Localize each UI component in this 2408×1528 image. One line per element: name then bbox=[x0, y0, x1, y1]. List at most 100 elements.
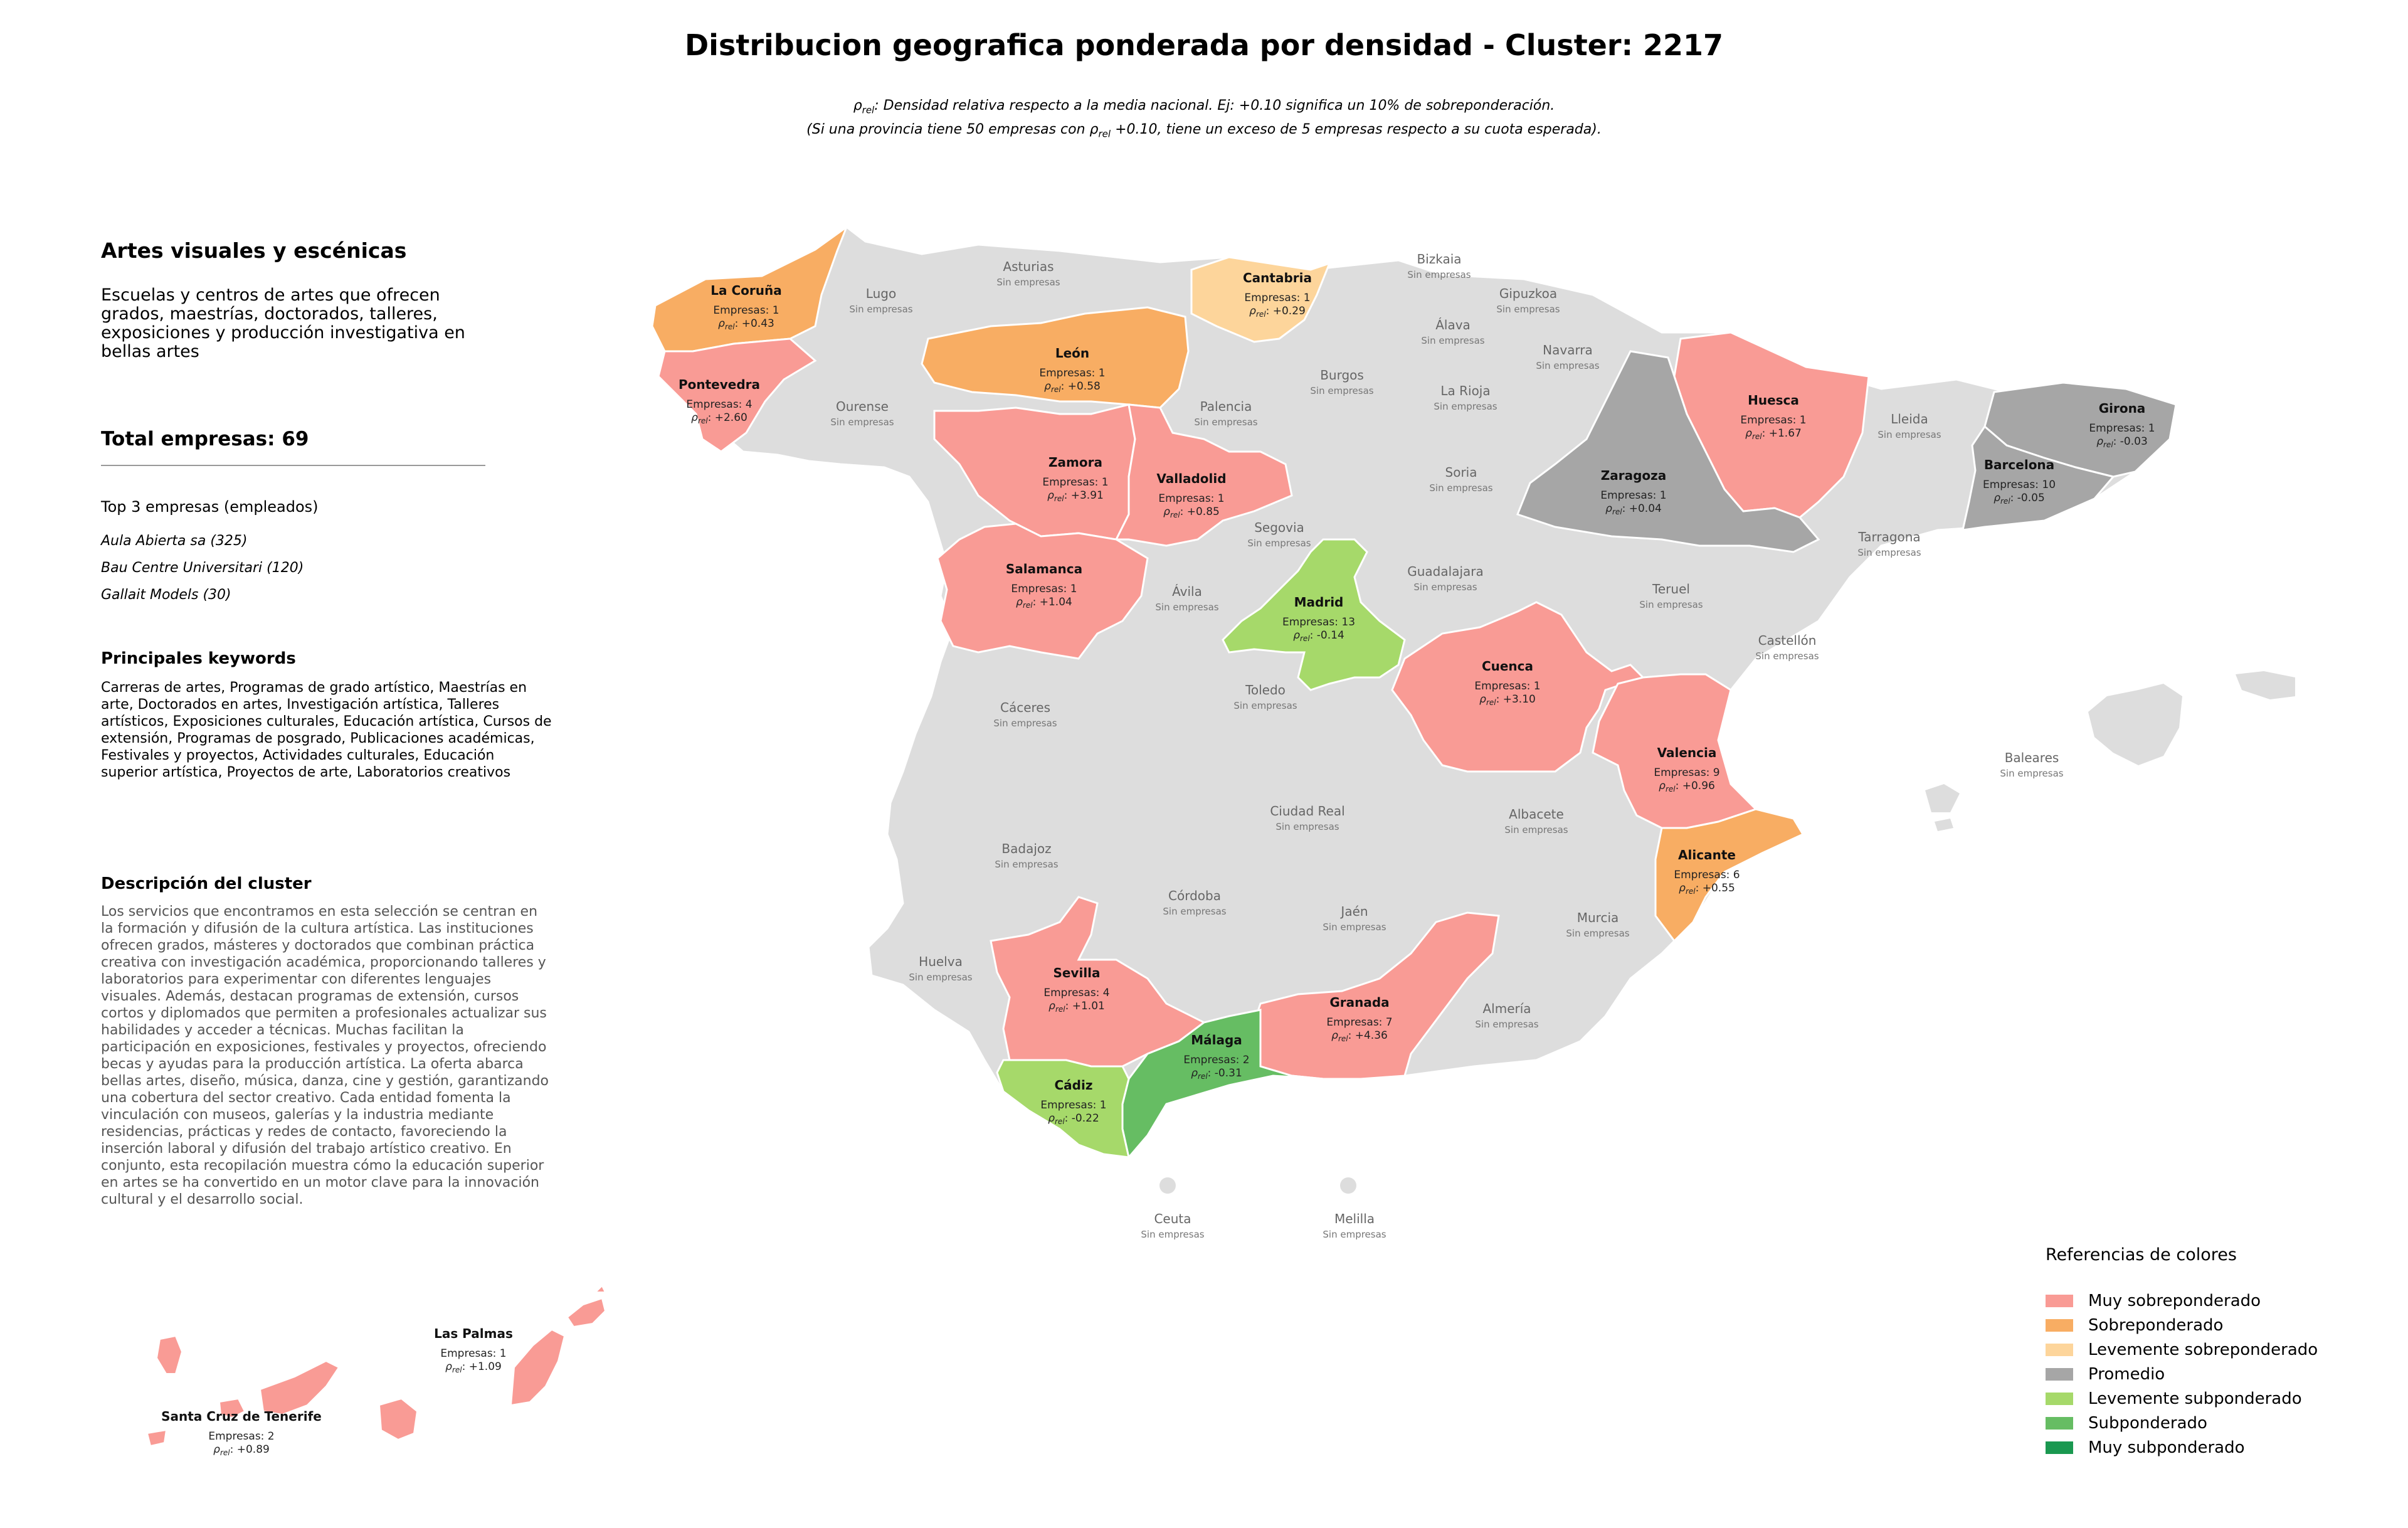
category-title: Artes visuales y escénicas bbox=[101, 238, 407, 263]
province-data-name: Salamanca bbox=[1006, 561, 1082, 576]
legend-item: Levemente sobreponderado bbox=[2046, 1337, 2318, 1362]
legend-swatch bbox=[2046, 1416, 2073, 1430]
province-zaragoza[interactable] bbox=[1516, 350, 1820, 553]
province-empresas: Empresas: 1 bbox=[1600, 489, 1666, 502]
no-companies-label: Sin empresas bbox=[1310, 385, 1373, 396]
no-companies-label: Sin empresas bbox=[1323, 921, 1386, 933]
province-label: Córdoba bbox=[1168, 888, 1221, 903]
canary-islands bbox=[146, 1285, 606, 1447]
province-rho-value: : -0.14 bbox=[1310, 629, 1344, 642]
no-companies-label: Sin empresas bbox=[1496, 304, 1560, 315]
province-data-name: Valladolid bbox=[1156, 471, 1226, 486]
no-companies-label: Sin empresas bbox=[1141, 1229, 1204, 1240]
legend-label: Levemente sobreponderado bbox=[2088, 1340, 2318, 1359]
no-companies-label: Sin empresas bbox=[1247, 538, 1311, 549]
no-companies-label: Sin empresas bbox=[1163, 906, 1226, 917]
no-companies-label: Sin empresas bbox=[993, 718, 1057, 729]
province-label: Melilla bbox=[1334, 1211, 1375, 1226]
province-salamanca[interactable] bbox=[936, 523, 1149, 660]
province-las-palmas[interactable] bbox=[378, 1285, 606, 1441]
no-data-labels: Asturias Sin empresas Lugo Sin empresas Oure… bbox=[830, 252, 2063, 1240]
province-empresas: Empresas: 1 bbox=[1158, 492, 1224, 505]
province-data-name: Pontevedra bbox=[679, 377, 760, 392]
highlighted-provinces bbox=[651, 224, 2177, 1160]
province-label: Teruel bbox=[1652, 581, 1690, 597]
province-rho-value: : +0.55 bbox=[1696, 882, 1735, 894]
province-data-name: La Coruña bbox=[710, 283, 781, 298]
province-rho-value: : +3.91 bbox=[1064, 489, 1104, 502]
top3-item-1: Aula Abierta sa (325) bbox=[101, 533, 248, 549]
province-rho: ρrel: +1.09 bbox=[445, 1361, 502, 1374]
province-madrid[interactable] bbox=[1222, 538, 1406, 691]
province-label: Tarragona bbox=[1857, 529, 1920, 544]
province-rho-value: : +0.85 bbox=[1180, 506, 1220, 518]
category-description: Escuelas y centros de artes que ofrecen … bbox=[101, 285, 465, 361]
legend-item: Levemente subponderado bbox=[2046, 1386, 2318, 1411]
map-subtitle: ρrel: Densidad relativa respecto a la me… bbox=[0, 96, 2408, 144]
province-label: Álava bbox=[1435, 317, 1471, 332]
province-rho-value: : +3.10 bbox=[1496, 693, 1536, 706]
no-companies-label: Sin empresas bbox=[1413, 581, 1477, 593]
province-cantabria[interactable] bbox=[1190, 256, 1331, 343]
no-companies-label: Sin empresas bbox=[1857, 547, 1921, 558]
province-barcelona[interactable] bbox=[1962, 425, 2115, 531]
legend-item: Sobreponderado bbox=[2046, 1313, 2318, 1337]
legend-swatch bbox=[2046, 1318, 2073, 1332]
province-rho-value: : +1.67 bbox=[1762, 427, 1802, 440]
province-empresas: Empresas: 1 bbox=[1244, 292, 1310, 304]
top3-list: Aula Abierta sa (325) Bau Centre Univers… bbox=[101, 533, 304, 614]
no-companies-label: Sin empresas bbox=[2000, 768, 2063, 779]
no-companies-label: Sin empresas bbox=[1275, 821, 1339, 832]
province-rho-value: : +0.89 bbox=[230, 1443, 270, 1456]
no-companies-label: Sin empresas bbox=[830, 416, 894, 428]
province-label: Navarra bbox=[1543, 342, 1593, 358]
no-companies-label: Sin empresas bbox=[909, 972, 972, 983]
province-data-name: Valencia bbox=[1657, 745, 1717, 760]
legend-swatch bbox=[2046, 1343, 2073, 1356]
menorca-base bbox=[2236, 671, 2295, 699]
panel-divider bbox=[101, 465, 485, 466]
no-companies-label: Sin empresas bbox=[1755, 650, 1819, 662]
no-companies-label: Sin empresas bbox=[1407, 269, 1471, 280]
province-label: Palencia bbox=[1200, 399, 1252, 414]
province-cuenca[interactable] bbox=[1391, 601, 1645, 773]
legend-item: Subponderado bbox=[2046, 1411, 2318, 1435]
province-label: Soria bbox=[1445, 465, 1477, 480]
keywords-title: Principales keywords bbox=[101, 649, 296, 668]
legend-items: Muy sobreponderado Sobreponderado Levement… bbox=[2046, 1288, 2318, 1460]
province-pontevedra[interactable] bbox=[657, 337, 817, 453]
province-rho-value: : +1.01 bbox=[1065, 1000, 1105, 1012]
province-label: Lleida bbox=[1891, 411, 1928, 427]
province-label: La Rioja bbox=[1440, 383, 1490, 398]
description-text: Los servicios que encontramos en esta se… bbox=[101, 904, 549, 1207]
province-data-name: Barcelona bbox=[1984, 457, 2054, 472]
province-rho: ρrel: +0.58 bbox=[1044, 380, 1101, 394]
province-data-name: Zaragoza bbox=[1601, 468, 1667, 483]
province-label: Asturias bbox=[1003, 259, 1054, 274]
province-empresas: Empresas: 1 bbox=[1039, 367, 1105, 379]
province-rho: ρrel: +1.04 bbox=[1016, 596, 1072, 610]
province-label: Burgos bbox=[1320, 368, 1364, 383]
no-companies-label: Sin empresas bbox=[1434, 401, 1497, 412]
province-santa-cruz-de-tenerife[interactable] bbox=[146, 1335, 340, 1447]
province-data-name: Zamora bbox=[1048, 455, 1102, 470]
province-data-name: Cádiz bbox=[1055, 1078, 1093, 1093]
no-companies-label: Sin empresas bbox=[849, 304, 912, 315]
province-rho: ρrel: -0.31 bbox=[1191, 1067, 1242, 1081]
province-rho: ρrel: +3.10 bbox=[1479, 693, 1536, 707]
province-rho-value: : -0.31 bbox=[1208, 1067, 1242, 1080]
province-rho: ρrel: +0.04 bbox=[1605, 502, 1662, 516]
province-rho: ρrel: +0.55 bbox=[1679, 882, 1735, 896]
legend-label: Subponderado bbox=[2088, 1413, 2207, 1433]
province-label: Toledo bbox=[1245, 682, 1286, 698]
province-data-name: Málaga bbox=[1191, 1032, 1242, 1048]
no-companies-label: Sin empresas bbox=[1421, 335, 1484, 346]
province-valladolid[interactable] bbox=[1114, 403, 1293, 547]
province-alicante[interactable] bbox=[1654, 808, 1805, 943]
subtitle-line-1: ρrel: Densidad relativa respecto a la me… bbox=[853, 98, 1555, 116]
province-cadiz[interactable] bbox=[996, 1059, 1130, 1159]
no-companies-label: Sin empresas bbox=[1155, 602, 1218, 613]
province-label: Huelva bbox=[919, 954, 963, 969]
